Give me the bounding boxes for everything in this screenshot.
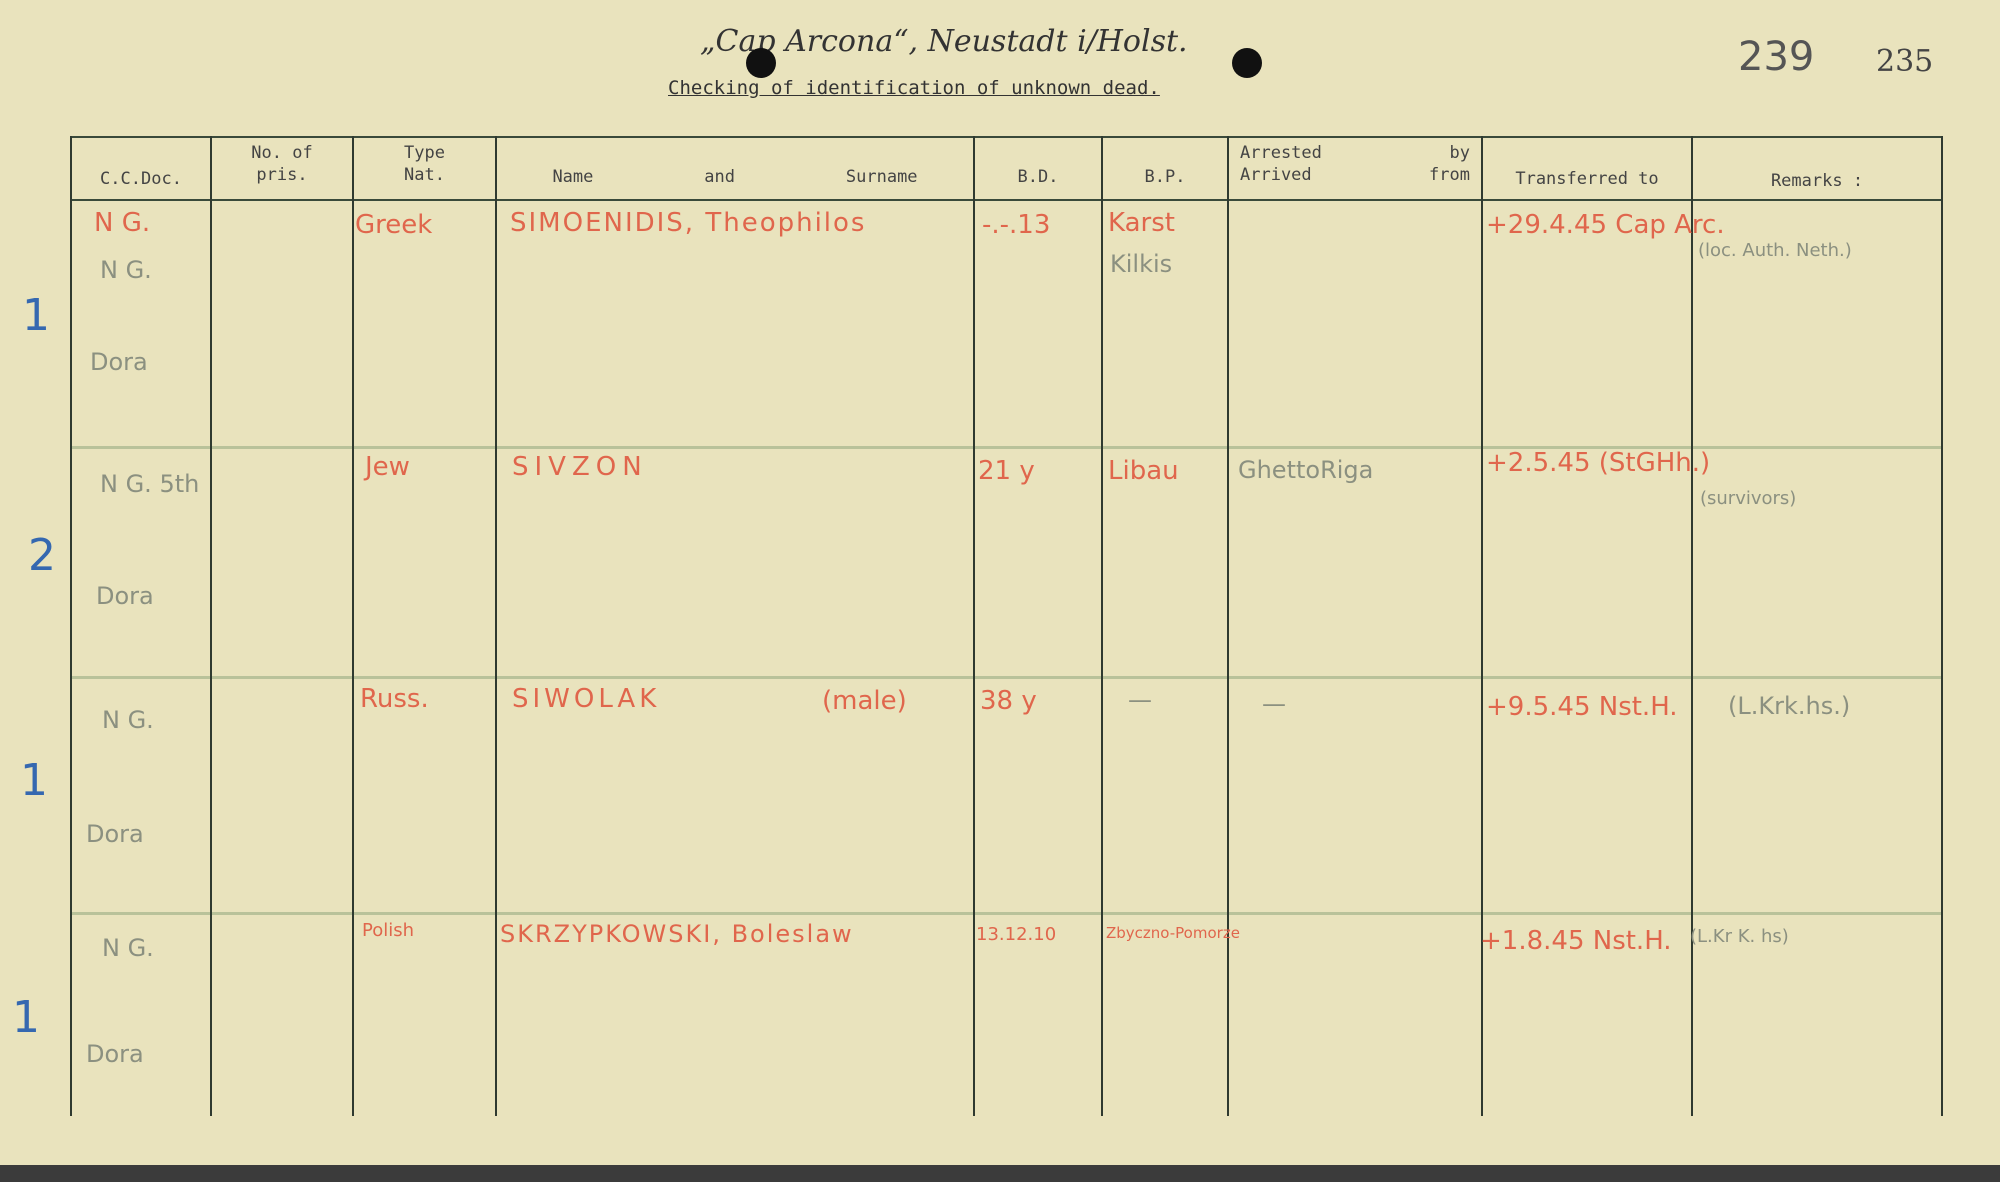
header-name: Name and Surname [497,166,973,188]
bp-cell: Zbyczno-Pomorze [1106,924,1240,942]
name-cell: SIMOENIDIS, Theophilos [510,208,867,238]
name-note: (male) [822,686,907,716]
row-divider [70,446,1942,449]
column-line [1941,136,1943,1116]
column-line [1101,136,1103,1116]
column-line [70,136,72,1116]
nat-cell: Jew [365,452,410,482]
doc-cell: N G. [102,934,154,962]
header-line: Nat. [404,165,445,185]
column-line [1227,136,1229,1116]
remarks-cell: (L.Kr K. hs) [1690,926,1789,947]
page-number-stamped: 239 [1738,34,1815,80]
header-no-of-pris: No. of pris. [212,142,352,186]
nat-cell: Greek [355,210,433,240]
header-line: pris. [256,165,308,185]
transferred-cell: +9.5.45 Nst.H. [1486,692,1678,722]
bd-cell: -.-.13 [982,210,1051,240]
margin-count: 2 [28,530,56,581]
nat-cell: Russ. [360,684,429,714]
header-cc-doc: C.C.Doc. [100,169,182,189]
header-word: Name [552,167,594,187]
name-cell: SKRZYPKOWSKI, Boleslaw [500,920,854,948]
doc-cell: N G. [94,208,151,238]
column-line [495,136,497,1116]
row-divider [70,676,1942,679]
bp-cell: Libau [1108,456,1179,486]
punch-hole [746,48,776,78]
nat-cell: Polish [362,920,415,941]
header-remarks: Remarks : [1770,171,1864,191]
row-divider [70,912,1942,915]
doc-cell: Dora [90,348,148,376]
doc-cell: Dora [96,582,154,610]
doc-cell: N G. 5th [100,470,200,498]
bd-cell: 38 y [980,686,1037,716]
name-cell: SIWOLAK [512,684,661,714]
bd-cell: 21 y [978,456,1035,486]
header-word: Arrested [1240,143,1322,163]
column-line [1481,136,1483,1116]
punch-hole [1232,48,1262,78]
header-transferred: Transferred to [1515,169,1659,189]
column-line [1691,136,1693,1116]
bp-cell: — [1128,686,1152,714]
scan-edge [0,1165,2000,1182]
column-line [352,136,354,1116]
transferred-cell: +1.8.45 Nst.H. [1480,926,1672,956]
remarks-cell: (L.Krk.hs.) [1728,692,1851,720]
header-line: Type [404,143,445,163]
doc-cell: N G. [102,706,154,734]
header-word: from [1429,165,1470,185]
header-bp: B.P. [1144,167,1186,187]
page-number-handwritten: 235 [1876,44,1934,79]
header-word: Arrived [1240,165,1312,185]
doc-cell: Dora [86,820,144,848]
header-word: and [704,167,735,187]
arrested-cell: — [1262,690,1286,718]
column-line [973,136,975,1116]
bp-cell: Karst [1108,208,1175,238]
header-bd: B.D. [1017,167,1059,187]
header-line: No. of [251,143,313,163]
table-top-border [70,136,1942,138]
name-cell: SIVZON [512,452,648,482]
header-word: Surname [845,167,918,187]
remarks-cell: (loc. Auth. Neth.) [1698,240,1852,261]
margin-count: 1 [20,755,48,806]
doc-cell: N G. [100,256,152,284]
handwritten-title: „Cap Arcona“, Neustadt i/Holst. [700,24,1188,59]
header-type-nat: Type Nat. [354,142,495,186]
transferred-cell: +29.4.45 Cap Arc. [1486,210,1725,240]
column-line [210,136,212,1116]
page-title: Checking of identification of unknown de… [668,77,1160,99]
header-word: by [1449,143,1470,163]
bp-cell: Kilkis [1110,250,1173,278]
header-border [70,199,1942,201]
bd-cell: 13.12.10 [976,924,1057,945]
margin-count: 1 [22,290,50,341]
remarks-cell: (survivors) [1700,488,1797,509]
doc-cell: Dora [86,1040,144,1068]
header-arrested: Arrested by Arrived from [1240,142,1470,186]
transferred-cell: +2.5.45 (StGHh.) [1486,448,1711,478]
margin-count: 1 [12,992,40,1043]
arrested-cell: GhettoRiga [1238,456,1374,484]
